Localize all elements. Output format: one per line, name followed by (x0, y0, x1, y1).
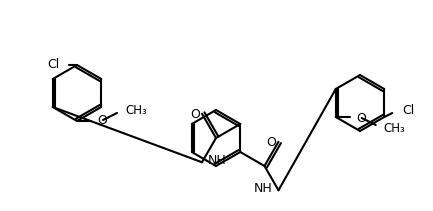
Text: CH₃: CH₃ (384, 122, 405, 134)
Text: Cl: Cl (47, 58, 59, 72)
Text: NH: NH (208, 154, 227, 167)
Text: O: O (97, 114, 107, 127)
Text: Cl: Cl (402, 104, 414, 116)
Text: O: O (356, 111, 365, 124)
Text: CH₃: CH₃ (125, 104, 147, 116)
Text: NH: NH (254, 182, 272, 195)
Text: O: O (190, 108, 200, 121)
Text: O: O (267, 136, 276, 149)
